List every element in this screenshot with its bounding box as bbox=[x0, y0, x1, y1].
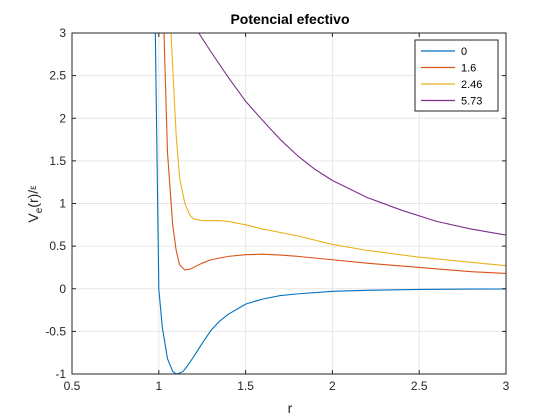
y-axis-label-sub: e bbox=[34, 207, 45, 213]
y-tick-label: 2 bbox=[59, 111, 66, 125]
y-axis-label-paren: (r)/ bbox=[25, 190, 41, 208]
y-tick-label: 3 bbox=[59, 26, 66, 40]
y-tick-label: 2.5 bbox=[49, 69, 66, 83]
y-tick-label: 1 bbox=[59, 197, 66, 211]
x-tick-label: 3 bbox=[503, 379, 510, 393]
series-line-1.6 bbox=[163, 33, 506, 274]
y-axis-label-eps: ε bbox=[28, 185, 39, 190]
y-tick-label: 0 bbox=[59, 282, 66, 296]
legend-entry-0: 0 bbox=[461, 46, 467, 58]
x-tick-label: 0.5 bbox=[64, 379, 81, 393]
y-axis-label-main: V bbox=[25, 213, 41, 223]
x-tick-label: 2 bbox=[329, 379, 336, 393]
series-line-5.73 bbox=[198, 33, 506, 236]
x-tick-label: 1 bbox=[155, 379, 162, 393]
legend-box bbox=[414, 39, 499, 112]
legend-entry-1.6: 1.6 bbox=[461, 63, 476, 75]
y-tick-label: 1.5 bbox=[49, 154, 66, 168]
x-tick-label: 1.5 bbox=[237, 379, 254, 393]
axes bbox=[71, 32, 507, 375]
series-line-0 bbox=[154, 33, 506, 374]
series-line-2.46 bbox=[170, 33, 506, 267]
legend-entry-5.73: 5.73 bbox=[461, 96, 482, 108]
x-tick-label: 2.5 bbox=[411, 379, 428, 393]
tick-labels: 0.5 1 1.5 2 2.5 3 -1 -0.5 0 0.5 1 1.5 2 2.5 3 bbox=[45, 26, 509, 393]
y-tick-label: -0.5 bbox=[45, 324, 66, 338]
y-tick-label: -1 bbox=[55, 367, 66, 381]
y-tick-label: 0.5 bbox=[49, 239, 66, 253]
chart-title: Potencial efectivo bbox=[230, 11, 349, 27]
y-axis-label: Ve(r)/ε bbox=[25, 185, 45, 223]
legend: 0 1.6 2.46 5.73 bbox=[414, 39, 499, 112]
series-group bbox=[154, 33, 506, 374]
legend-entry-2.46: 2.46 bbox=[461, 79, 482, 91]
x-axis-label: r bbox=[288, 400, 293, 416]
